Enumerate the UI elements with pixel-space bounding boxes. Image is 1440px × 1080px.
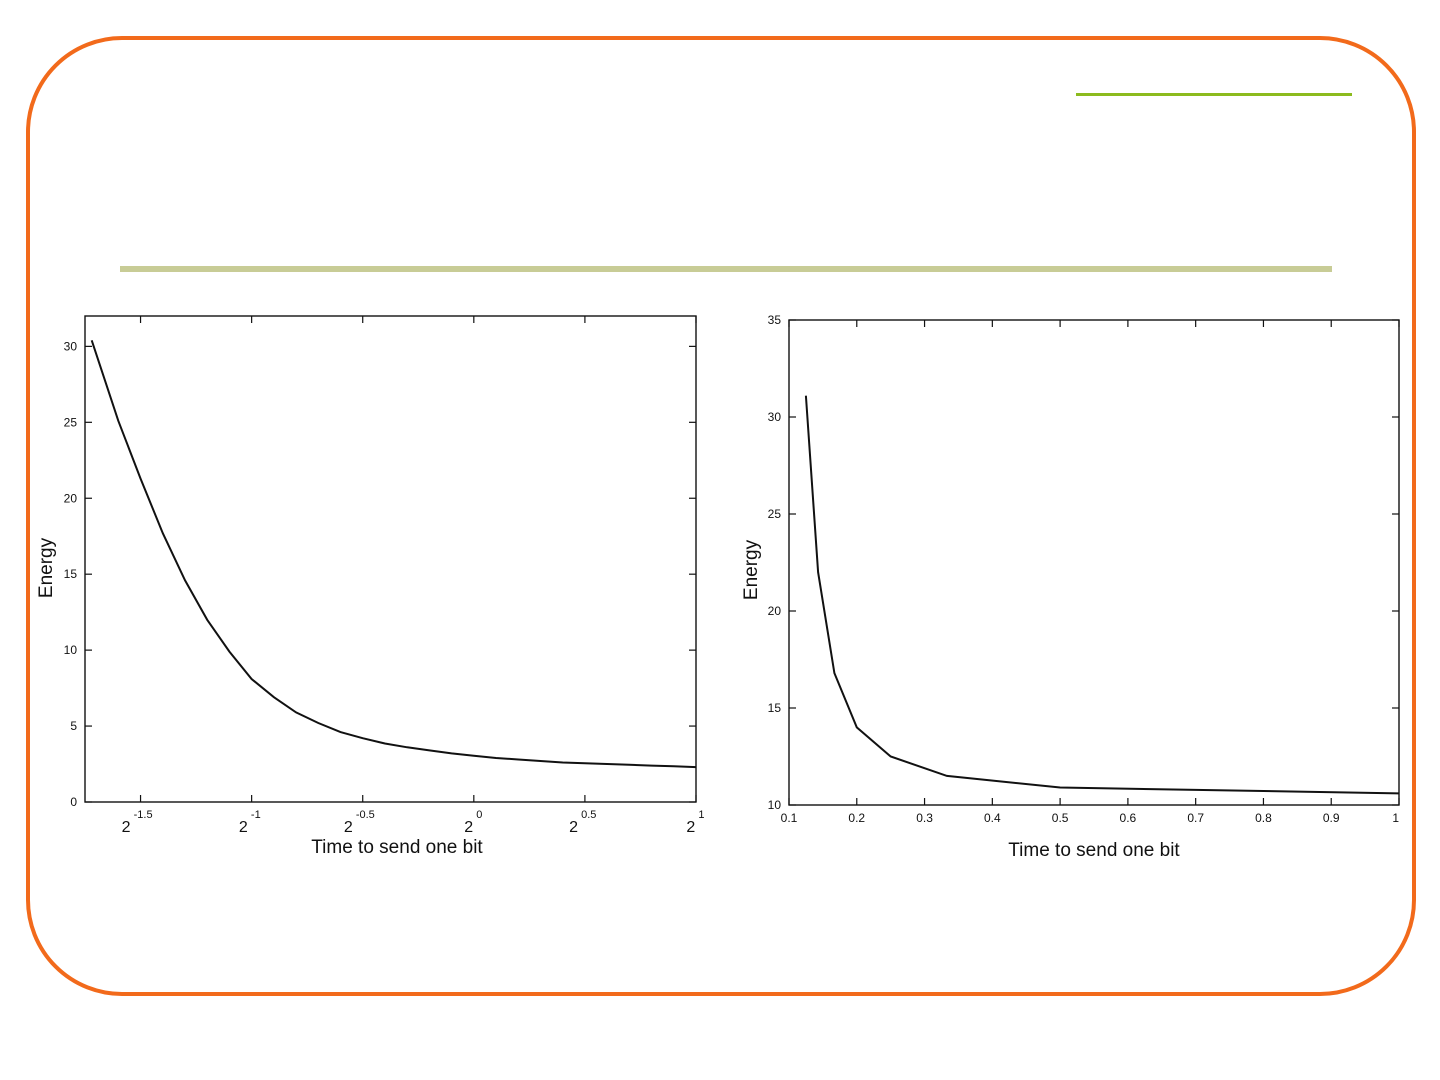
y-tick-label: 10 <box>768 798 782 812</box>
x-axis-label: Time to send one bit <box>311 837 483 858</box>
y-tick-label: 10 <box>64 643 78 657</box>
series-line <box>90 339 697 769</box>
x-tick-label: 0.6 <box>1120 811 1137 825</box>
y-axis-label: Energy <box>36 537 57 598</box>
plot-frame <box>84 315 697 803</box>
y-tick-label: 5 <box>70 719 77 733</box>
x-axis-label: Time to send one bit <box>1008 840 1180 861</box>
y-tick-label: 15 <box>64 567 78 581</box>
x-tick-base: 2 <box>344 819 353 836</box>
y-tick-label: 20 <box>768 604 782 618</box>
x-tick-label: 1 <box>1392 811 1399 825</box>
y-tick-label: 30 <box>64 339 78 353</box>
x-tick-base: 2 <box>464 819 473 836</box>
chart-energy-linear: 10 15 20 25 30 35 0.1 0.2 0.3 0.4 0.5 0.6 0.7 0.8 0.9… <box>741 313 1400 861</box>
y-tick-label: 25 <box>768 507 782 521</box>
x-tick-label: 0 <box>476 809 482 821</box>
top-accent-line <box>1076 93 1352 96</box>
x-tick-label: 0.9 <box>1323 811 1340 825</box>
x-tick-label: 0.5 <box>581 809 596 821</box>
x-tick-label: 0.3 <box>916 811 933 825</box>
y-tick-label: 15 <box>768 701 782 715</box>
x-tick-base: 2 <box>569 819 578 836</box>
plot-frame <box>788 319 1400 806</box>
x-tick-base: 2 <box>239 819 248 836</box>
x-tick-label: 0.1 <box>781 811 798 825</box>
series-line <box>804 395 1400 795</box>
x-tick-base: 2 <box>686 819 695 836</box>
y-tick-label: 30 <box>768 410 782 424</box>
y-axis-label: Energy <box>741 539 762 600</box>
y-tick-label: 35 <box>768 313 782 327</box>
x-tick-label: -0.5 <box>356 809 375 821</box>
x-tick-label: 0.8 <box>1255 811 1272 825</box>
y-tick-label: 0 <box>70 795 77 809</box>
title-divider <box>120 266 1332 272</box>
x-tick-label: 0.4 <box>984 811 1001 825</box>
slide-frame <box>26 36 1416 996</box>
x-tick-label: 0.5 <box>1052 811 1069 825</box>
x-tick-label: -1.5 <box>134 809 153 821</box>
x-tick-label: 1 <box>698 809 704 821</box>
y-tick-label: 25 <box>64 415 78 429</box>
x-tick-label: -1 <box>251 809 261 821</box>
x-tick-label: 0.2 <box>848 811 865 825</box>
y-tick-label: 20 <box>64 491 78 505</box>
x-tick-label: 0.7 <box>1187 811 1204 825</box>
x-tick-base: 2 <box>122 819 131 836</box>
